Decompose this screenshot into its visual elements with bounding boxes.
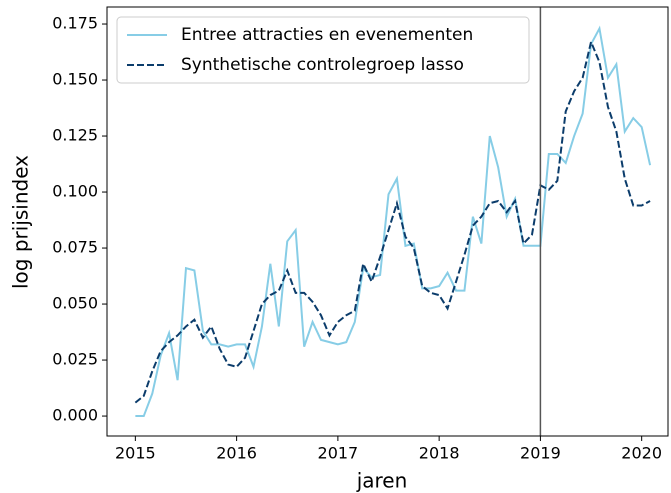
y-tick-label: 0.050 xyxy=(52,294,98,313)
legend-label: Entree attracties en evenementen xyxy=(181,25,473,45)
y-axis-label: log prijsindex xyxy=(9,155,33,289)
y-tick-label: 0.000 xyxy=(52,406,98,425)
y-tick-label: 0.075 xyxy=(52,238,98,257)
legend: Entree attracties en evenementen Syntheti… xyxy=(116,16,530,84)
x-tick-label: 2020 xyxy=(621,444,662,463)
line-series xyxy=(134,38,651,404)
y-tick-label: 0.025 xyxy=(52,350,98,369)
x-tick-label: 2018 xyxy=(419,444,460,463)
x-tick-label: 2016 xyxy=(216,444,257,463)
x-axis-label: jaren xyxy=(356,469,408,493)
y-tick-label: 0.175 xyxy=(52,14,98,33)
x-tick-label: 2019 xyxy=(520,444,561,463)
legend-box xyxy=(116,16,530,84)
plot-frame xyxy=(106,6,669,437)
legend-label: Synthetische controlegroep lasso xyxy=(181,55,464,75)
x-tick-label: 2017 xyxy=(318,444,359,463)
y-tick-label: 0.150 xyxy=(52,70,98,89)
y-tick-label: 0.100 xyxy=(52,182,98,201)
y-tick-label: 0.125 xyxy=(52,126,98,145)
line-series xyxy=(135,25,652,418)
x-tick-label: 2015 xyxy=(115,444,156,463)
